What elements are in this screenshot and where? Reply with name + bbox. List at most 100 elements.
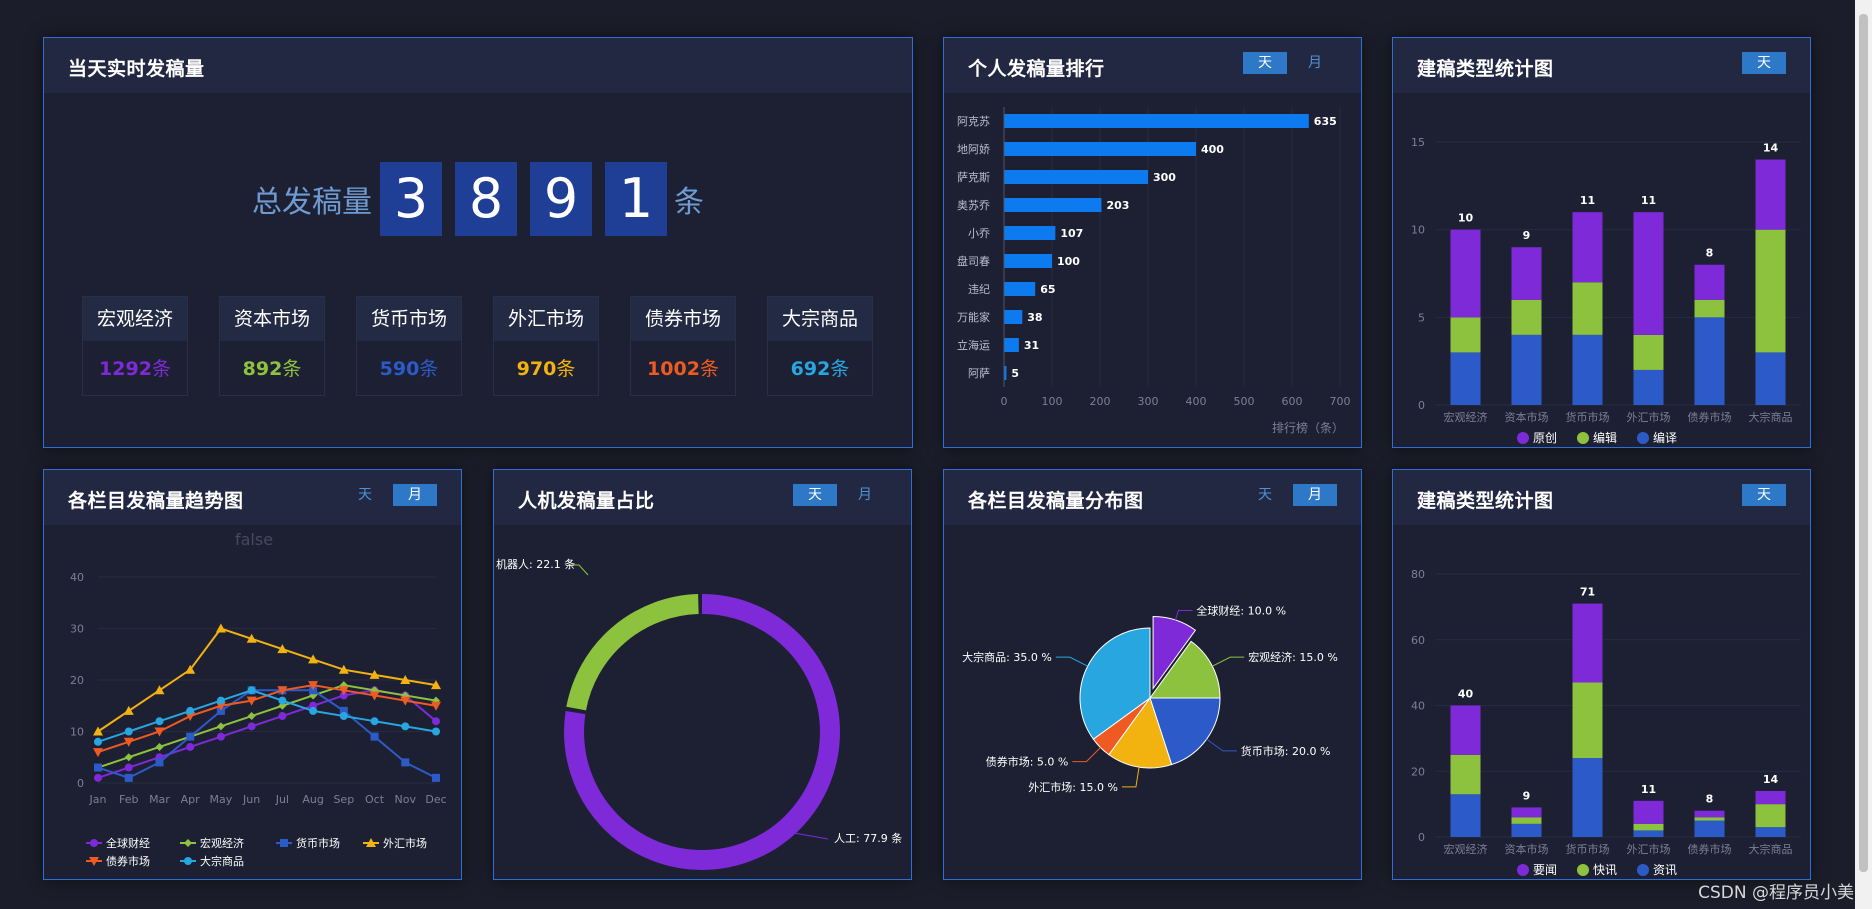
- tab-month[interactable]: 月: [393, 484, 437, 506]
- stacked-bar-segment: [1511, 247, 1542, 300]
- panel-header: 人机发稿量占比 天 月: [494, 470, 911, 525]
- x-tick-label: Mar: [149, 793, 170, 806]
- tab-month[interactable]: 月: [1293, 484, 1337, 506]
- y-tick-label: 违纪: [968, 283, 990, 296]
- data-point: [247, 686, 256, 695]
- category-name: 资本市场: [220, 297, 324, 341]
- tab-day[interactable]: 天: [1742, 52, 1786, 74]
- data-point: [401, 758, 410, 767]
- bar-total-label: 14: [1763, 142, 1779, 155]
- data-point: [280, 839, 288, 847]
- category-count-value: 970: [516, 358, 557, 380]
- stacked-bar-segment: [1572, 603, 1603, 683]
- pie-slice: [1149, 640, 1221, 699]
- x-tick-label: Feb: [119, 793, 138, 806]
- tab-month[interactable]: 月: [858, 487, 872, 503]
- tab-day[interactable]: 天: [793, 484, 837, 506]
- trend-panel: 各栏目发稿量趋势图 天 月 false 0 10 20 30 40 Jan Feb Mar Apr…: [43, 469, 462, 880]
- x-tick-label: Sep: [333, 793, 354, 806]
- stacked-bar-segment: [1633, 823, 1664, 831]
- bar-total-label: 8: [1706, 247, 1714, 260]
- stacked-bar-segment: [1572, 282, 1603, 335]
- x-tick-label: Jul: [275, 793, 289, 806]
- stacked-bar-segment: [1633, 334, 1664, 370]
- x-tick-label: 300: [1138, 395, 1159, 408]
- data-point: [216, 732, 225, 741]
- stacked-bar-segment: [1694, 810, 1725, 818]
- total-digit: 8: [455, 162, 517, 236]
- label-leader-line: [1174, 610, 1193, 621]
- legend-label: 外汇市场: [383, 836, 427, 850]
- slice-label: 外汇市场: 15.0 %: [1028, 780, 1118, 794]
- legend-label: 债券市场: [106, 854, 150, 868]
- x-tick-label: 400: [1186, 395, 1207, 408]
- stacked-bar-segment: [1450, 352, 1481, 405]
- pie-slice: [1152, 615, 1197, 691]
- y-tick-label: 阿克苏: [957, 115, 990, 128]
- tab-day[interactable]: 天: [358, 487, 372, 503]
- category-name: 外汇市场: [494, 297, 598, 341]
- bar-value-label: 203: [1106, 199, 1129, 212]
- data-point: [247, 722, 256, 731]
- data-point: [338, 686, 349, 696]
- x-tick-label: 外汇市场: [1627, 410, 1671, 424]
- stacked-bar-segment: [1450, 317, 1481, 353]
- x-tick-label: 货币市场: [1566, 410, 1610, 424]
- data-point: [308, 681, 319, 691]
- category-count: 590条: [357, 341, 461, 397]
- category-count-unit: 条: [151, 358, 171, 380]
- panel-title: 当天实时发稿量: [68, 58, 205, 80]
- data-point: [216, 696, 225, 705]
- tab-month[interactable]: 月: [1308, 55, 1322, 71]
- stacked-bar-segment: [1694, 817, 1725, 821]
- bar: [1004, 310, 1023, 324]
- data-point: [215, 701, 226, 711]
- panel-header: 各栏目发稿量分布图 天 月: [944, 470, 1361, 525]
- page-scrollbar[interactable]: [1855, 0, 1872, 909]
- x-tick-label: Nov: [395, 793, 417, 806]
- label-leader-line: [782, 821, 829, 840]
- y-tick-label: 小乔: [968, 227, 990, 240]
- category-count-unit: 条: [282, 358, 302, 380]
- x-tick-label: 债券市场: [1688, 842, 1732, 856]
- data-point: [431, 680, 441, 690]
- data-point: [186, 706, 195, 715]
- category-count-value: 1292: [99, 358, 152, 380]
- series-line: [97, 689, 437, 743]
- category-card: 大宗商品 692条: [767, 296, 873, 396]
- data-point: [246, 696, 257, 706]
- data-point: [278, 696, 287, 705]
- bar-value-label: 31: [1024, 339, 1039, 352]
- x-axis-label: 排行榜（条）: [1272, 420, 1344, 435]
- bar: [1004, 114, 1309, 128]
- slice-label: 宏观经济: 15.0 %: [1248, 650, 1338, 664]
- panel-title: 各栏目发稿量分布图: [968, 490, 1144, 512]
- legend-swatch: [1577, 864, 1589, 876]
- tab-day[interactable]: 天: [1243, 52, 1287, 74]
- category-count: 970条: [494, 341, 598, 397]
- tab-day[interactable]: 天: [1742, 484, 1786, 506]
- data-point: [185, 664, 196, 674]
- legend-label: 资讯: [1653, 863, 1677, 877]
- x-tick-label: May: [210, 793, 233, 806]
- category-card: 货币市场 590条: [356, 296, 462, 396]
- stacked-bar-segment: [1450, 229, 1481, 318]
- bar: [1004, 254, 1052, 268]
- bar-value-label: 107: [1060, 227, 1083, 240]
- data-point: [278, 712, 287, 721]
- data-point: [184, 839, 192, 847]
- data-point: [94, 763, 102, 772]
- x-tick-label: Apr: [181, 793, 201, 806]
- y-tick-label: 地阿娇: [957, 143, 990, 156]
- stacked-bar-segment: [1755, 352, 1786, 405]
- category-name: 大宗商品: [768, 297, 872, 341]
- x-tick-label: 700: [1330, 395, 1351, 408]
- scrollbar-thumb[interactable]: [1859, 14, 1868, 872]
- data-point: [308, 654, 319, 664]
- x-tick-label: 600: [1282, 395, 1303, 408]
- chart-title: false: [235, 530, 273, 549]
- stacked-bar-segment: [1755, 229, 1786, 353]
- type-stat-bottom-panel: 建稿类型统计图 天 0 20 40 60 80 40 宏观经济 9 资本市场 71 货币市场 11 外汇…: [1392, 469, 1811, 880]
- range-tabs: 天: [1742, 52, 1786, 74]
- tab-day[interactable]: 天: [1258, 487, 1272, 503]
